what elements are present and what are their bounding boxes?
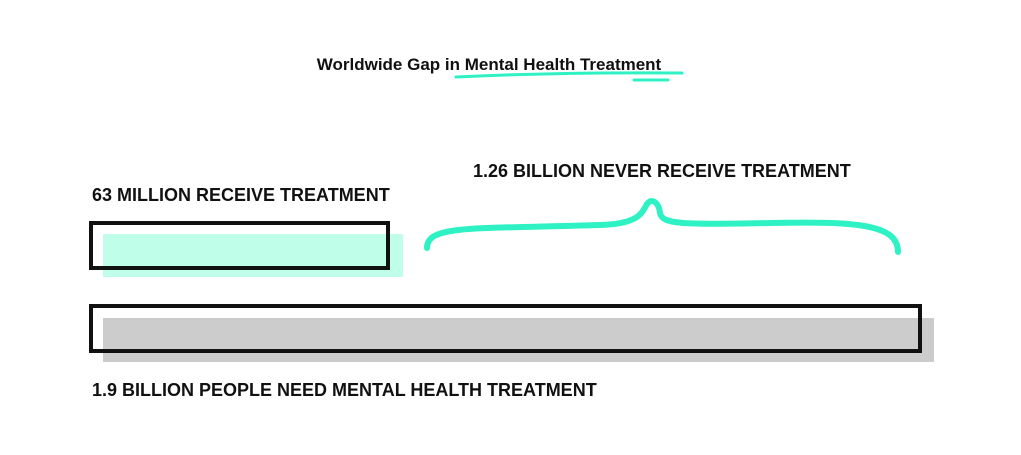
need-treatment-label: 1.9 BILLION PEOPLE NEED MENTAL HEALTH TR…	[92, 380, 597, 400]
need-bar-fill	[103, 318, 934, 362]
title-prefix: Worldwide Gap in	[316, 55, 465, 74]
title-highlight: Mental Health Treatment	[464, 55, 662, 74]
chart-title: Worldwide Gap in Mental Health Treatment	[0, 55, 978, 75]
title-underline	[454, 71, 684, 79]
never-received-brace	[424, 198, 901, 255]
never-received-label: 1.26 BILLION NEVER RECEIVE TREATMENT	[473, 161, 851, 181]
received-label: 63 MILLION RECEIVE TREATMENT	[92, 185, 390, 205]
received-bar-outline	[89, 221, 390, 270]
received-bar-fill	[103, 234, 403, 277]
need-bar-outline	[89, 304, 922, 353]
